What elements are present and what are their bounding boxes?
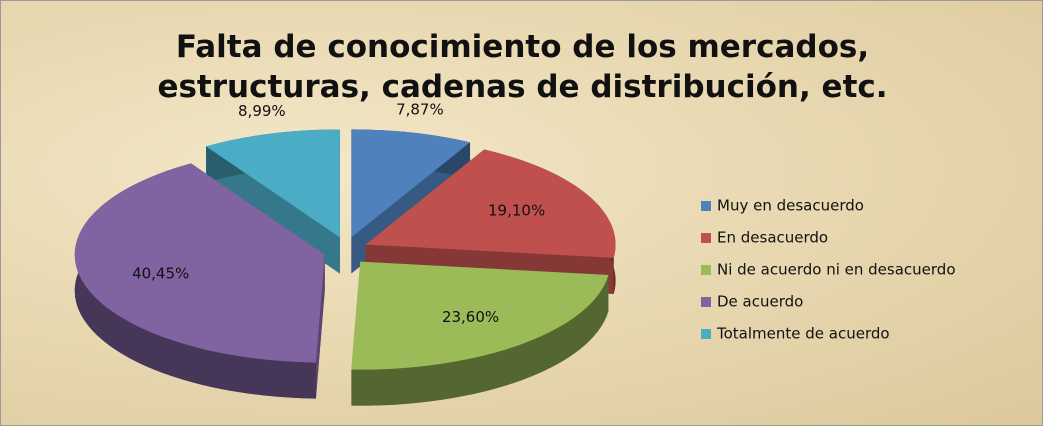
data-label: 7,87% — [396, 101, 444, 119]
legend-swatch — [701, 265, 711, 275]
pie-slice — [351, 261, 609, 406]
legend-swatch — [701, 201, 711, 211]
chart-title: Falta de conocimiento de los mercados, e… — [157, 29, 888, 105]
slice-top — [74, 163, 325, 363]
pie-slice — [74, 163, 325, 399]
slice-top — [351, 129, 471, 238]
slice-side — [351, 274, 609, 406]
slice-top — [351, 261, 609, 370]
legend-label: En desacuerdo — [717, 229, 828, 247]
slice-wall — [206, 146, 340, 274]
legend-label: Totalmente de acuerdo — [716, 325, 890, 343]
legend-label: De acuerdo — [717, 293, 803, 311]
data-label: 23,60% — [442, 308, 499, 326]
slice-side — [74, 163, 316, 399]
legend-swatch — [701, 329, 711, 339]
data-label: 19,10% — [488, 201, 545, 219]
legend-label: Muy en desacuerdo — [717, 197, 864, 215]
slice-top — [365, 149, 616, 258]
slice-top — [206, 129, 340, 238]
data-label: 40,45% — [132, 264, 189, 282]
data-label: 8,99% — [238, 102, 286, 120]
legend-swatch — [701, 233, 711, 243]
legend-label: Ni de acuerdo ni en desacuerdo — [717, 261, 956, 279]
legend-swatch — [701, 297, 711, 307]
slice-wall — [315, 254, 325, 399]
